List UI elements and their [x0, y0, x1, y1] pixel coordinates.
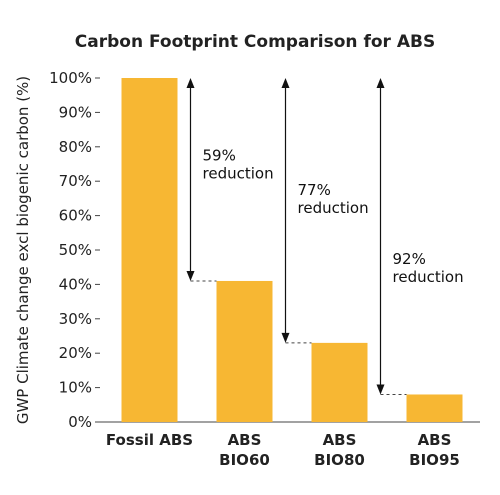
- y-tick-label: 10%: [59, 379, 92, 397]
- y-tick-label: 100%: [49, 69, 92, 87]
- arrow-head-up: [281, 78, 290, 88]
- arrow-head-up: [376, 78, 385, 88]
- category-label-line2: BIO60: [219, 451, 270, 469]
- y-tick-label: 60%: [59, 207, 92, 225]
- bar: [216, 280, 273, 422]
- y-tick-label: 80%: [59, 138, 92, 156]
- reduction-value: 77%: [298, 181, 331, 199]
- y-tick-label: 30%: [59, 310, 92, 328]
- arrow-head-up: [186, 78, 195, 88]
- arrow-head-down: [376, 384, 385, 395]
- y-tick-label: 90%: [59, 103, 92, 121]
- chart-title: Carbon Footprint Comparison for ABS: [75, 32, 435, 52]
- category-label: ABS: [323, 431, 357, 449]
- category-label-line2: BIO95: [409, 451, 460, 469]
- reduction-value: 92%: [393, 250, 426, 268]
- y-tick-label: 0%: [68, 413, 92, 431]
- y-axis-ticks: 0% 10% 20% 30% 40% 50% 60% 70% 80% 90% 100%: [49, 69, 100, 431]
- reduction-value: 59%: [203, 147, 236, 165]
- reduction-label: reduction: [393, 268, 464, 286]
- bar: [121, 78, 178, 422]
- category-label-line2: BIO80: [314, 451, 365, 469]
- y-tick-label: 50%: [59, 241, 92, 259]
- bar: [311, 342, 368, 422]
- category-label: ABS: [418, 431, 452, 449]
- arrow-head-down: [186, 270, 195, 281]
- y-axis-label: GWP Climate change excl biogenic carbon …: [14, 76, 32, 424]
- y-tick-label: 40%: [59, 275, 92, 293]
- reduction-label: reduction: [298, 199, 369, 217]
- arrow-head-down: [281, 332, 290, 343]
- category-labels: Fossil ABS ABS BIO60 ABS BIO80 ABS BIO95: [106, 431, 460, 469]
- bars: [121, 78, 463, 422]
- y-tick-label: 20%: [59, 344, 92, 362]
- bar: [406, 394, 463, 422]
- category-label: Fossil ABS: [106, 431, 193, 449]
- category-label: ABS: [228, 431, 262, 449]
- reduction-label: reduction: [203, 165, 274, 183]
- y-tick-label: 70%: [59, 172, 92, 190]
